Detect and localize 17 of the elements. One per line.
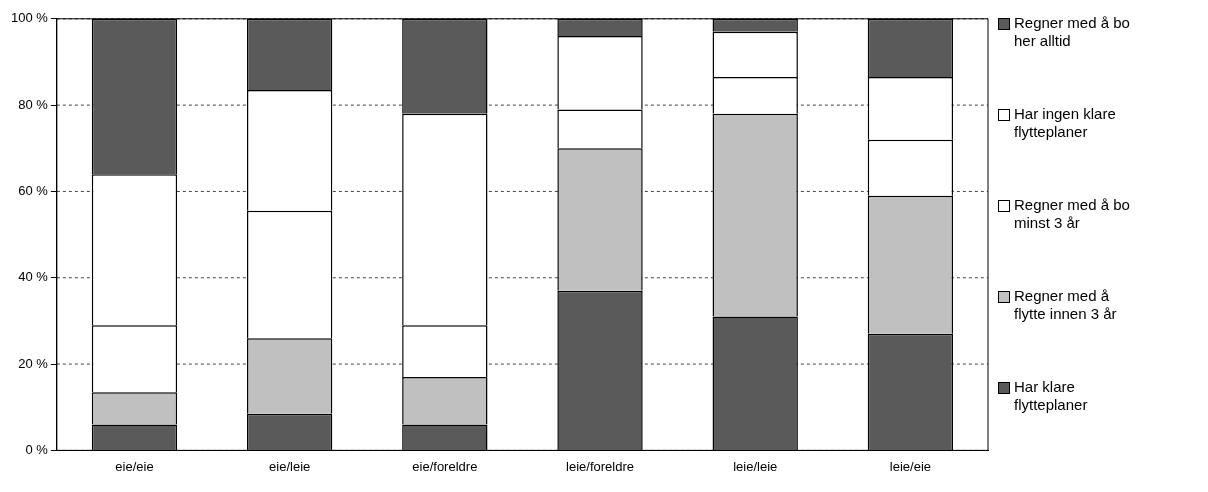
y-tick-label: 0 %	[25, 441, 49, 457]
text: Regner med å bo minst 3 år	[1014, 196, 1131, 232]
y-tick-label: 100 %	[10, 10, 49, 26]
x-tick-label: leie/leie	[733, 458, 778, 474]
text: Har ingen klare flytteplaner	[1014, 105, 1117, 141]
y-tick-label: 60 %	[18, 183, 49, 199]
x-tick-label: eie/leie	[269, 458, 311, 474]
legend-label: Har klare flytteplaner	[1014, 378, 1089, 414]
x-tick-label: eie/eie	[115, 458, 154, 474]
x-tick-label: leie/eie	[889, 458, 932, 474]
legend-label: Regner med å flytte innen 3 år	[1014, 287, 1118, 323]
y-tick-label: 20 %	[18, 355, 49, 371]
legend-label: Regner med å bo her alltid	[1014, 14, 1131, 50]
x-tick-label: eie/foreldre	[412, 458, 478, 474]
y-tick-label: 40 %	[18, 269, 49, 285]
x-tick-label: leie/foreldre	[566, 458, 634, 474]
y-tick-label: 80 %	[18, 96, 49, 112]
